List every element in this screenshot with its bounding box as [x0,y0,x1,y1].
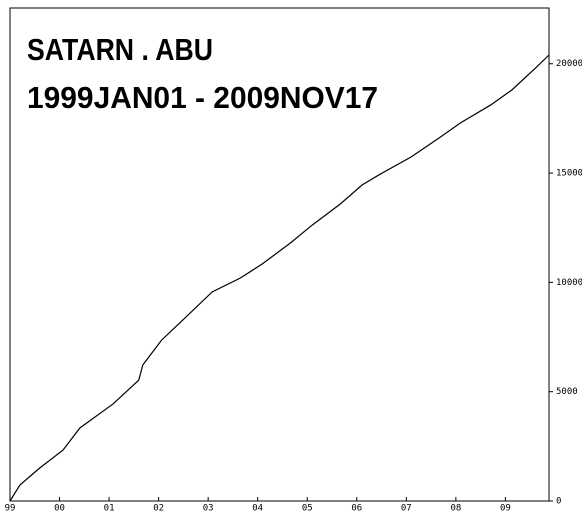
y-tick-label: 20000 [556,59,582,69]
chart-title: SATARN . ABU [27,32,213,67]
x-tick-label: 00 [54,504,65,512]
chart-subtitle: 1999JAN01 - 2009NOV17 [27,80,378,115]
x-tick-label: 09 [500,504,511,512]
plot-frame [9,7,550,502]
y-tick-label: 0 [556,497,561,507]
x-tick-label: 03 [203,504,214,512]
x-tick-label: 07 [401,504,412,512]
y-tick-label: 15000 [556,169,582,179]
y-tick-label: 10000 [556,278,582,288]
x-tick-label: 06 [351,504,362,512]
x-tick-label: 02 [153,504,164,512]
x-tick-label: 99 [5,504,16,512]
x-tick-label: 01 [104,504,115,512]
x-tick-label: 08 [450,504,461,512]
x-tick-label: 04 [252,504,263,512]
y-tick-label: 5000 [556,387,578,397]
x-tick-label: 05 [302,504,313,512]
data-line [9,54,550,502]
